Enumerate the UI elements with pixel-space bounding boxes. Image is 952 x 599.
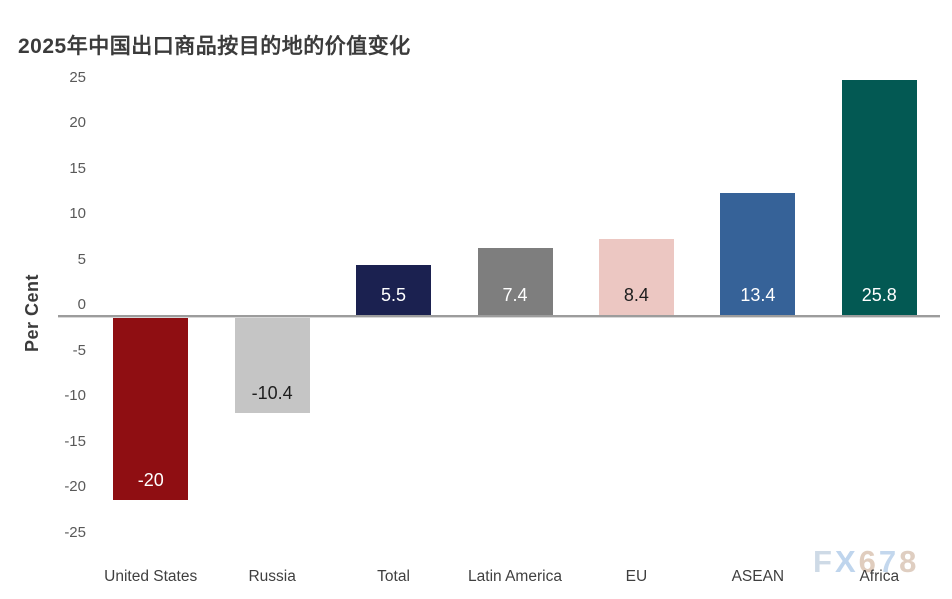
x-axis-label-total: Total [377,568,410,585]
bar-value-label: 5.5 [381,285,407,305]
x-axis-label-united-states: United States [104,568,198,585]
y-tick-label: -15 [64,432,86,450]
y-tick-label: 15 [69,159,86,177]
bar-total[interactable] [356,264,432,315]
bar-eu[interactable] [598,238,674,315]
x-axis-label-latin-america: Latin America [468,568,562,585]
bar-value-label: 25.8 [861,285,897,305]
fx678-watermark: FX678 [813,544,919,580]
bar-russia[interactable] [234,318,310,413]
watermark-letter: X [834,544,859,579]
x-axis-line [58,315,940,318]
bar-value-label: -20 [137,470,164,490]
x-axis-label-eu: EU [625,568,648,585]
bar-value-label: 13.4 [740,285,776,305]
x-axis-label-russia: Russia [248,568,296,585]
bar-value-label: 7.4 [502,285,528,305]
bar-united-states[interactable] [113,318,189,500]
y-tick-label: -25 [64,523,86,541]
y-tick-label: -5 [72,341,86,359]
bar-value-label: 8.4 [623,285,649,305]
bar-value-label: -10.4 [251,382,293,403]
x-axis-label-asean: ASEAN [731,568,785,585]
bar-latin-america[interactable] [477,247,553,315]
watermark-letter: 6 [858,544,879,579]
bar-asean[interactable] [720,193,796,315]
watermark-letter: F [813,544,835,579]
y-tick-label: 10 [69,205,86,222]
y-tick-label: 25 [69,68,86,86]
y-tick-label: 20 [69,114,86,131]
chart-title: 2025年中国出口商品按目的地的价值变化 [18,35,411,58]
watermark-letter: 7 [878,544,900,579]
watermark-letter: 8 [899,544,920,579]
y-tick-label: 0 [77,296,86,313]
y-tick-label: -20 [64,478,86,495]
y-tick-label: -10 [64,387,86,404]
bar-africa[interactable] [841,80,917,315]
y-tick-label: 5 [77,250,86,268]
